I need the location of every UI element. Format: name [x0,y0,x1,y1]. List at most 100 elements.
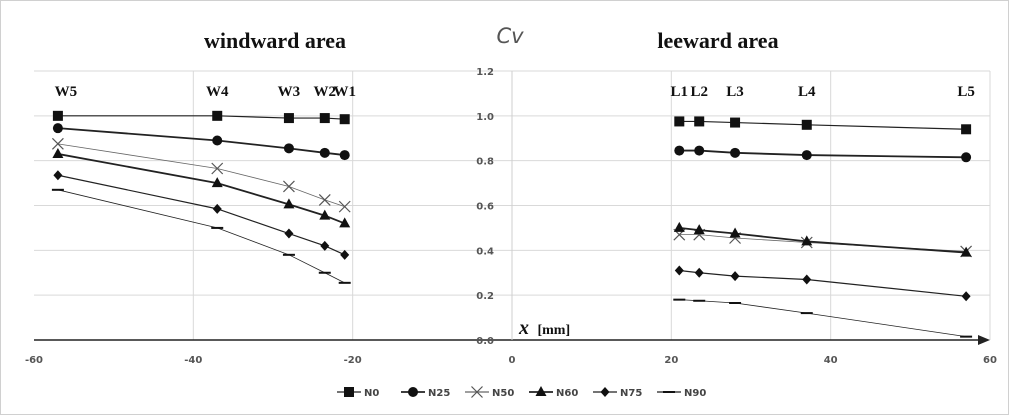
station-label-l4: L4 [798,84,816,100]
data-point-n60 [673,221,685,232]
data-point-n50 [211,162,224,175]
x-tick-label: 60 [983,355,997,366]
windward-title: windward area [204,28,346,53]
station-label-l2: L2 [690,84,708,100]
series-n60 [52,147,972,257]
leeward-title: leeward area [657,28,778,53]
legend-label: N25 [428,388,450,399]
x-axis-title: x [mm] [518,317,570,339]
data-point-n25 [694,145,705,156]
y-tick-label: 1.0 [476,112,494,123]
legend-marker-x-icon [471,386,483,398]
station-label-w3: W3 [278,84,301,100]
x-tick-label: -20 [344,355,362,366]
data-point-n0 [801,119,812,130]
data-point-n0 [730,117,741,128]
data-point-n0 [674,116,685,127]
legend-label: N60 [556,388,578,399]
data-point-n60 [319,209,331,220]
y-tick-label: 1.2 [476,67,494,78]
station-label-l3: L3 [726,84,744,100]
legend-marker-circle-icon [408,387,418,397]
legend-entry-n50: N50 [465,386,514,399]
legend-label: N75 [620,388,642,399]
data-point-n25 [961,152,972,163]
series-n75 [53,170,971,302]
data-point-n25 [801,150,812,161]
y-tick-label: 0.6 [476,202,494,213]
data-point-n75 [730,271,740,282]
x-tick-label: 40 [824,355,838,366]
legend-entry-n0: N0 [337,387,379,399]
station-label-l1: L1 [671,84,689,100]
data-point-n60 [211,177,223,188]
station-label-w4: W4 [206,84,229,100]
series-n0 [52,110,972,135]
data-point-n0 [283,113,294,124]
data-point-n0 [52,110,63,121]
data-point-n60 [693,224,705,235]
data-point-n75 [284,228,294,239]
data-point-n25 [52,123,63,134]
y-tick-label: 0.4 [476,246,494,257]
legend-label: N90 [684,388,706,399]
legend-entry-n75: N75 [593,387,642,399]
data-point-n75 [961,291,971,302]
data-point-n50 [318,193,331,206]
data-point-n60 [283,198,295,209]
x-axis-arrow-icon [978,335,990,345]
data-point-n75 [694,267,704,278]
data-point-n75 [340,249,350,260]
data-point-n25 [674,145,685,156]
legend-entry-n60: N60 [529,386,578,399]
station-label-w2: W2 [314,84,337,100]
legend: N0 N25 N50 N60 N75 N90 [337,386,706,399]
data-point-n25 [283,143,294,154]
x-tick-label: 0 [509,355,516,366]
data-point-n0 [694,116,705,127]
data-point-n0 [319,113,330,124]
data-point-n60 [729,227,741,238]
data-point-n0 [961,124,972,135]
data-point-n50 [283,180,295,193]
data-point-n60 [960,246,972,257]
x-tick-label: 20 [664,355,678,366]
data-point-n25 [319,147,330,158]
data-point-n60 [801,235,813,246]
legend-entry-n90: N90 [657,388,706,399]
legend-marker-square-icon [344,387,354,397]
series-layer [51,110,973,338]
data-point-n50 [51,137,64,150]
data-point-n0 [339,114,350,125]
legend-marker-triangle-icon [535,386,547,396]
y-tick-label: 0.8 [476,157,494,168]
station-label-w1: W1 [333,84,356,100]
data-point-n75 [674,265,684,276]
y-tick-label: 0.0 [476,336,494,347]
data-point-n75 [212,203,222,214]
station-label-w5: W5 [55,84,78,100]
data-point-n25 [212,135,223,146]
legend-label: N50 [492,388,514,399]
data-point-n25 [339,150,350,161]
data-point-n0 [212,110,223,121]
series-n90 [51,188,973,338]
legend-label: N0 [364,388,379,399]
axes: -60 -40 -20 0 20 40 60 0.0 0.2 0.4 0.6 0.8 1.0 1.2 [25,67,997,366]
data-point-n60 [52,147,64,158]
legend-marker-diamond-icon [600,387,610,397]
data-point-n75 [53,170,63,181]
series-n25 [52,123,972,163]
y-axis-title: Cv [496,24,524,48]
x-tick-label: -60 [25,355,43,366]
data-point-n50 [338,200,351,213]
data-point-n75 [802,274,812,285]
x-tick-label: -40 [184,355,202,366]
station-label-l5: L5 [957,84,975,100]
data-point-n75 [320,240,330,251]
data-point-n25 [730,147,741,158]
data-point-n60 [339,217,351,228]
